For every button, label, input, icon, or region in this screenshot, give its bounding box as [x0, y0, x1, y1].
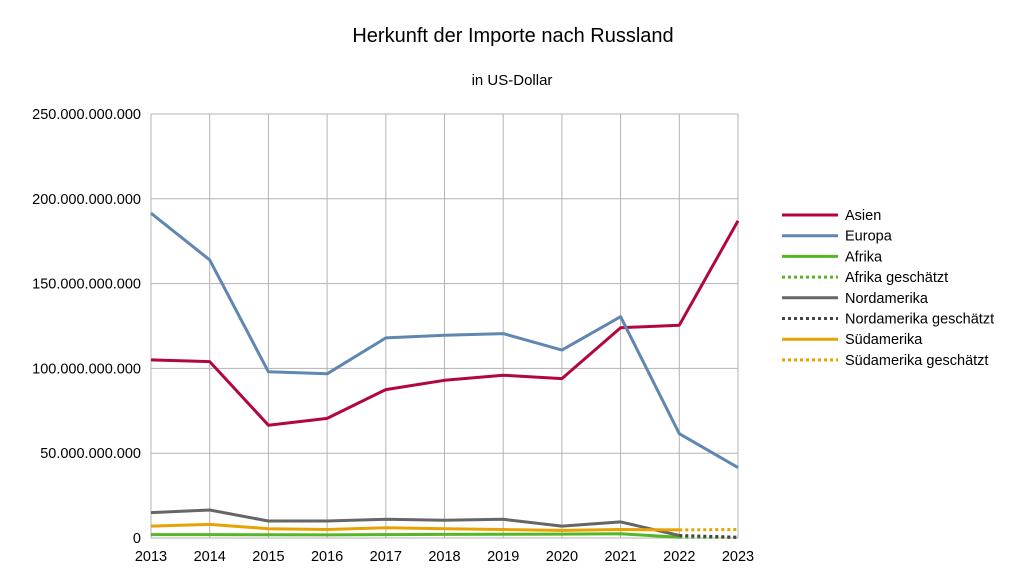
y-tick-label: 50.000.000.000: [40, 446, 141, 462]
legend-label: Europa: [845, 229, 893, 245]
x-tick-label: 2022: [663, 549, 695, 565]
series-line: [150, 220, 740, 427]
series-line: [150, 212, 739, 469]
y-tick-label: 100.000.000.000: [32, 361, 141, 377]
x-tick-label: 2019: [487, 549, 519, 565]
legend-label: Südamerika geschätzt: [845, 353, 988, 369]
y-tick-label: 200.000.000.000: [32, 192, 141, 208]
x-tick-label: 2013: [135, 549, 167, 565]
x-tick-label: 2016: [311, 549, 343, 565]
x-tick-label: 2021: [604, 549, 636, 565]
x-tick-label: 2015: [252, 549, 284, 565]
x-tick-label: 2020: [546, 549, 578, 565]
legend-label: Südamerika: [845, 332, 923, 348]
series-line: [679, 534, 739, 539]
series-line: [150, 508, 680, 537]
y-tick-label: 250.000.000.000: [32, 107, 141, 123]
x-tick-label: 2023: [722, 549, 754, 565]
legend-label: Nordamerika: [845, 291, 929, 307]
legend-label: Nordamerika geschätzt: [845, 312, 994, 328]
chart-subtitle: in US-Dollar: [472, 72, 553, 89]
grid: [150, 113, 739, 539]
legend-label: Asien: [845, 208, 881, 224]
x-tick-label: 2014: [194, 549, 226, 565]
x-tick-label: 2018: [428, 549, 460, 565]
legend-label: Afrika geschätzt: [845, 270, 948, 286]
y-tick-label: 0: [133, 531, 141, 547]
legend: Asien Europa Afrika Afrika geschätzt Nordame…: [782, 208, 994, 369]
y-tick-label: 150.000.000.000: [32, 277, 141, 293]
chart-title: Herkunft der Importe nach Russland: [352, 25, 673, 47]
series-lines: [150, 212, 740, 539]
x-tick-label: 2017: [370, 549, 402, 565]
axes: 0 50.000.000.000 100.000.000.000 150.000.00…: [32, 107, 754, 565]
series-line: [150, 522, 680, 532]
series-line: [151, 532, 680, 539]
legend-label: Afrika: [845, 249, 883, 265]
